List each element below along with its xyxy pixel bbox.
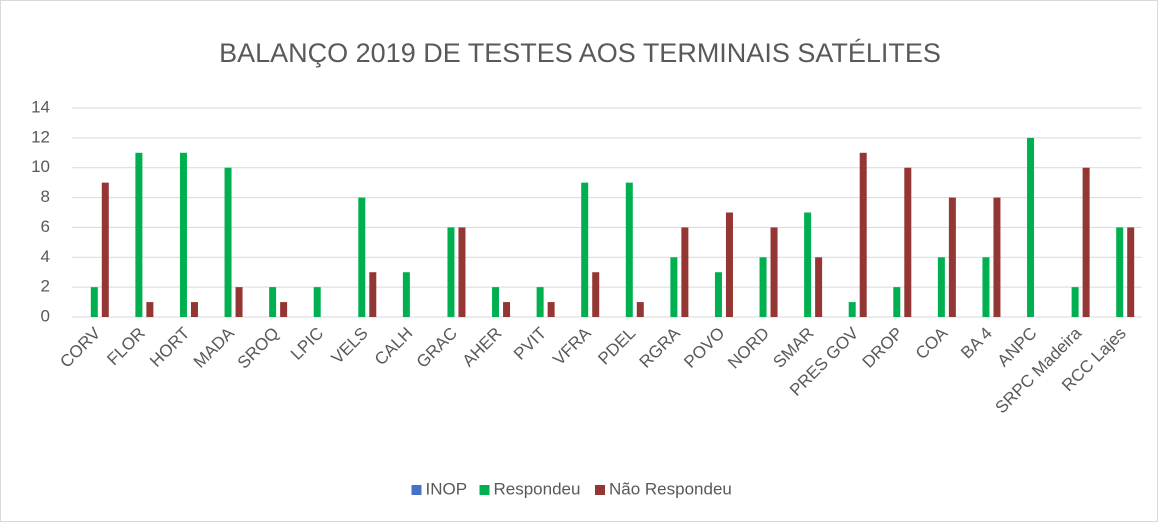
bar xyxy=(759,257,767,317)
bar xyxy=(402,272,410,317)
bar xyxy=(101,182,109,317)
bar xyxy=(670,257,678,317)
bar xyxy=(982,257,990,317)
bar xyxy=(313,287,321,317)
legend-swatch xyxy=(479,485,490,495)
bar xyxy=(1127,227,1135,317)
bar xyxy=(269,287,277,317)
bar xyxy=(190,302,198,317)
bar xyxy=(146,302,154,317)
bar xyxy=(503,302,511,317)
bar xyxy=(636,302,644,317)
chart-title: BALANÇO 2019 DE TESTES AOS TERMINAIS SAT… xyxy=(219,38,941,68)
bar xyxy=(592,272,600,317)
bar xyxy=(547,302,555,317)
bar xyxy=(859,152,867,317)
bar xyxy=(1082,167,1090,317)
bar xyxy=(179,152,187,317)
y-tick-label: 14 xyxy=(31,97,50,116)
bar xyxy=(135,152,143,317)
bar xyxy=(492,287,500,317)
bar xyxy=(770,227,778,317)
bar xyxy=(681,227,689,317)
legend-swatch xyxy=(411,485,422,495)
y-tick-label: 6 xyxy=(41,217,50,236)
bar xyxy=(848,302,856,317)
bar xyxy=(714,272,722,317)
bar xyxy=(815,257,823,317)
y-tick-label: 0 xyxy=(41,306,50,325)
bar xyxy=(1071,287,1079,317)
bar xyxy=(581,182,589,317)
bar xyxy=(625,182,633,317)
bar xyxy=(1116,227,1124,317)
bar xyxy=(235,287,243,317)
legend-label: Respondeu xyxy=(494,479,581,498)
legend-label: INOP xyxy=(426,479,468,498)
y-tick-label: 10 xyxy=(31,157,50,176)
bar xyxy=(369,272,377,317)
y-tick-label: 8 xyxy=(41,187,50,206)
bar xyxy=(358,197,366,317)
bar xyxy=(937,257,945,317)
bar xyxy=(224,167,232,317)
bar xyxy=(804,212,812,317)
bar xyxy=(993,197,1001,317)
bar xyxy=(893,287,901,317)
bar xyxy=(447,227,455,317)
legend-swatch xyxy=(595,485,605,495)
bar xyxy=(458,227,466,317)
bar xyxy=(536,287,544,317)
bar xyxy=(725,212,733,317)
bar xyxy=(1027,137,1035,317)
bar xyxy=(904,167,912,317)
y-tick-label: 4 xyxy=(41,247,50,266)
y-tick-label: 2 xyxy=(41,277,50,296)
y-tick-label: 12 xyxy=(31,127,50,146)
bar xyxy=(90,287,98,317)
legend-label: Não Respondeu xyxy=(609,479,732,498)
bar xyxy=(948,197,956,317)
bar xyxy=(280,302,288,317)
